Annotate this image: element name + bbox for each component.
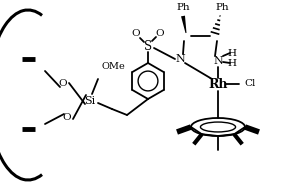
Text: Si: Si <box>84 96 96 106</box>
Text: Ph: Ph <box>215 4 229 12</box>
Text: Ph: Ph <box>176 4 190 12</box>
Text: O: O <box>59 80 67 88</box>
Text: S: S <box>144 40 152 53</box>
Text: N: N <box>213 56 223 66</box>
Text: N: N <box>175 54 185 64</box>
Text: Rh: Rh <box>208 77 228 91</box>
Text: Cl: Cl <box>244 80 255 88</box>
Polygon shape <box>181 16 186 33</box>
Text: OMe: OMe <box>102 62 126 71</box>
Text: H: H <box>228 59 236 67</box>
Text: O: O <box>132 29 140 39</box>
Text: H: H <box>228 49 236 57</box>
Text: O: O <box>63 112 71 122</box>
Text: O: O <box>156 29 164 37</box>
